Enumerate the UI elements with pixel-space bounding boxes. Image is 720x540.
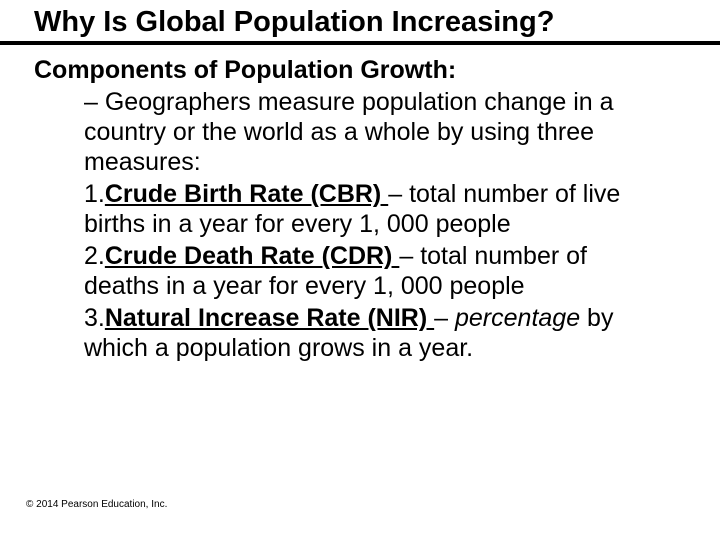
list-item-1: 1.Crude Birth Rate (CBR) – total number … xyxy=(34,179,680,239)
item2-rest-l1: total number of xyxy=(420,242,587,270)
item2-rest-l2: deaths in a year for every 1, 000 people xyxy=(84,272,525,300)
slide-content: Components of Population Growth: – Geogr… xyxy=(0,45,720,363)
item3-rest-l2: which a population grows in a year. xyxy=(84,334,473,362)
item1-rest-l2: births in a year for every 1, 000 people xyxy=(84,210,511,238)
item2-number: 2. xyxy=(84,242,105,270)
item2-term: Crude Death Rate (CDR) xyxy=(105,242,399,270)
bullet-line3: measures: xyxy=(84,148,201,176)
item3-emph: percentage xyxy=(455,304,580,332)
item3-number: 3. xyxy=(84,304,105,332)
slide: Why Is Global Population Increasing? Com… xyxy=(0,0,720,540)
item3-rest-l1: by xyxy=(580,304,613,332)
item2-dash: – xyxy=(399,242,420,270)
item1-number: 1. xyxy=(84,180,105,208)
slide-title: Why Is Global Population Increasing? xyxy=(34,6,720,39)
item3-term: Natural Increase Rate (NIR) xyxy=(105,304,434,332)
list-item-3: 3.Natural Increase Rate (NIR) – percenta… xyxy=(34,303,680,363)
content-heading: Components of Population Growth: xyxy=(34,55,680,85)
item1-dash: – xyxy=(388,180,409,208)
list-item-2: 2.Crude Death Rate (CDR) – total number … xyxy=(34,241,680,301)
title-bar: Why Is Global Population Increasing? xyxy=(0,0,720,39)
item1-term: Crude Birth Rate (CBR) xyxy=(105,180,388,208)
bullet-item: – Geographers measure population change … xyxy=(34,87,680,177)
bullet-dash: – xyxy=(84,88,105,116)
item1-rest-l1: total number of live xyxy=(409,180,620,208)
copyright-text: © 2014 Pearson Education, Inc. xyxy=(26,499,167,510)
bullet-line2: country or the world as a whole by using… xyxy=(84,118,594,146)
bullet-line1: Geographers measure population change in… xyxy=(105,88,614,116)
item3-dash: – xyxy=(434,304,455,332)
